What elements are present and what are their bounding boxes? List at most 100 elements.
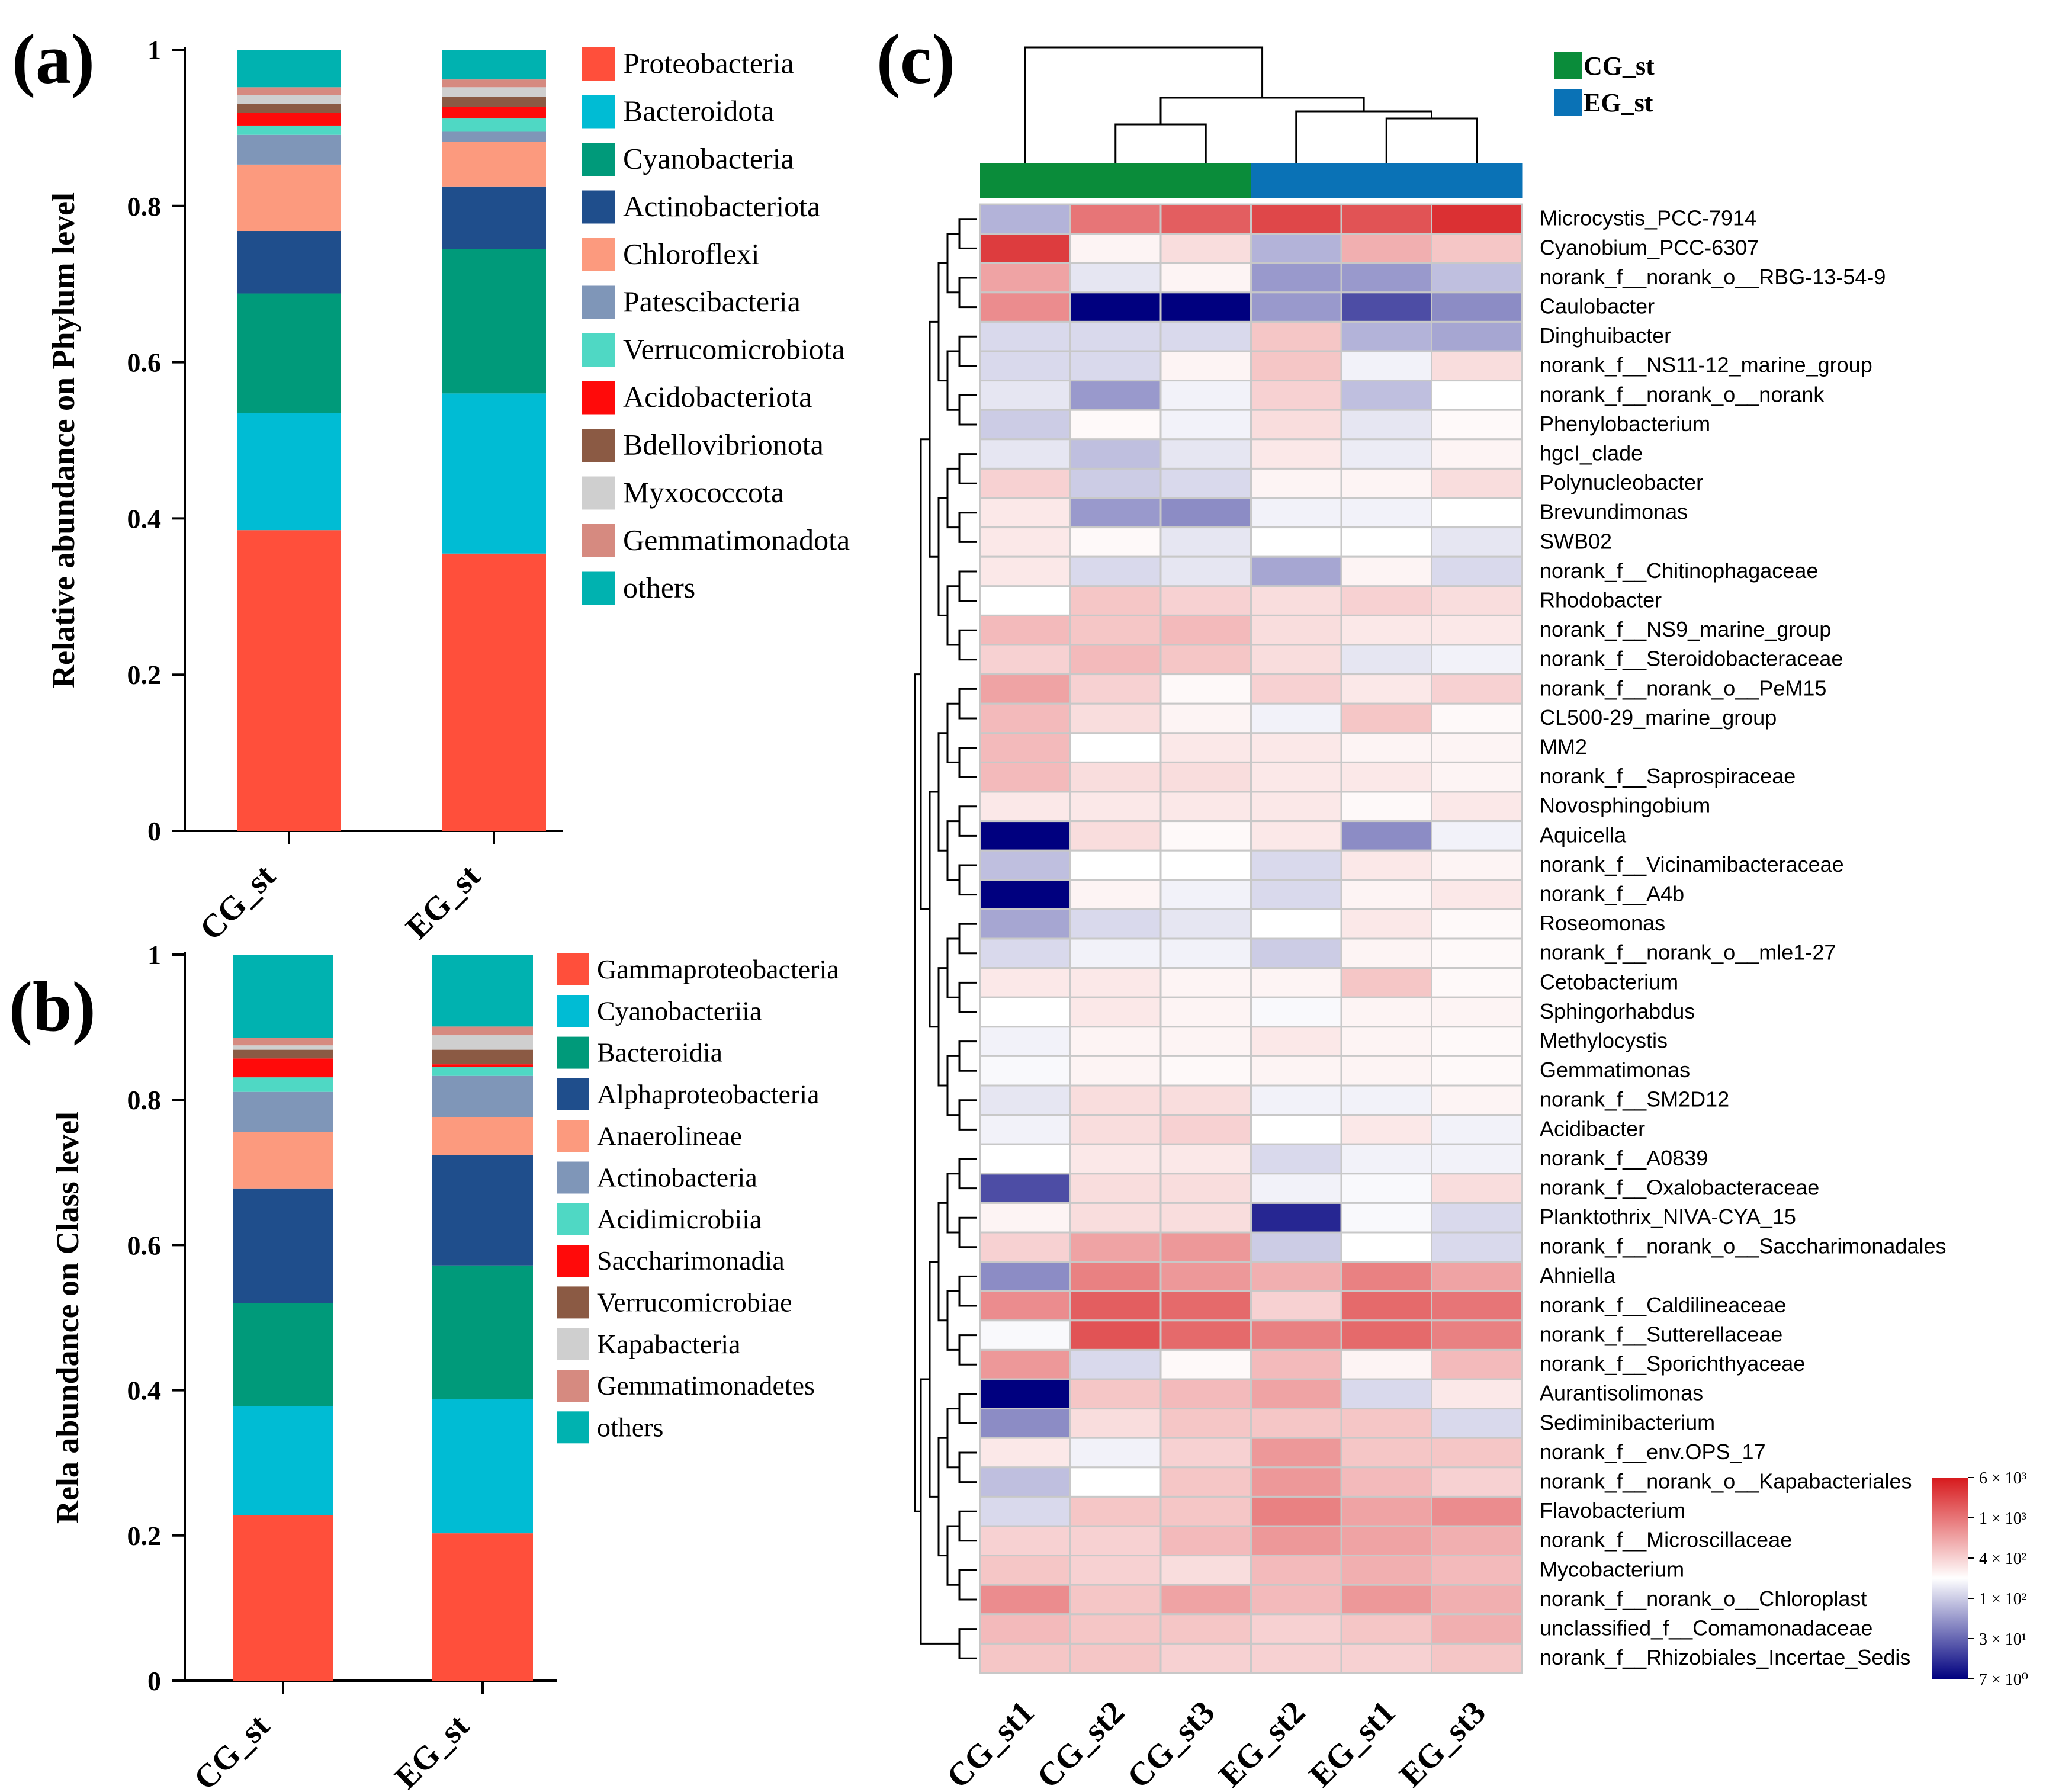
y-tick-label: 0.8 (127, 1085, 162, 1115)
heatmap-cell (1340, 849, 1432, 881)
bar-segment (237, 530, 341, 831)
heatmap-cell (1340, 996, 1432, 1028)
color-scale-tick-label: 3 × 10¹ (1979, 1630, 2026, 1649)
heatmap-cell (979, 291, 1071, 323)
row-dendrogram-branch (929, 320, 939, 558)
group-color-bar-segment (1341, 163, 1432, 198)
heatmap-row-label: norank_f__Caldilineaceae (1540, 1293, 1786, 1317)
legend-swatch (557, 1328, 589, 1360)
heatmap-row-label: norank_f__Vicinamibacteraceae (1540, 852, 1844, 876)
bar-segment (233, 1045, 333, 1050)
heatmap-cell (979, 555, 1071, 587)
group-legend-label: EG_st (1584, 88, 1653, 117)
heatmap-cell (1340, 644, 1432, 676)
heatmap-cell (1431, 1055, 1523, 1087)
heatmap-cell (1250, 409, 1342, 441)
heatmap-row-label: CL500-29_marine_group (1540, 705, 1777, 730)
heatmap-cell (1431, 1525, 1523, 1557)
heatmap-cell (1069, 1613, 1162, 1645)
heatmap-cell (1340, 614, 1432, 646)
heatmap-cell (1159, 1202, 1252, 1234)
heatmap-cell (1340, 1319, 1432, 1351)
heatmap-cell (1069, 291, 1162, 323)
heatmap-cell (1250, 908, 1342, 940)
legend-swatch (582, 238, 615, 271)
row-dendrogram-branch (929, 1261, 939, 1498)
heatmap-cell (979, 497, 1071, 529)
heatmap-cell (1069, 1555, 1162, 1586)
row-dendrogram-branch (937, 967, 947, 1087)
heatmap-cell (979, 409, 1071, 441)
heatmap-cell (1431, 1555, 1523, 1586)
heatmap-cell (1340, 291, 1432, 323)
legend-swatch (557, 1370, 589, 1402)
heatmap-cell (1159, 967, 1252, 998)
heatmap-cell (1069, 1495, 1162, 1527)
bar-segment (432, 1265, 533, 1399)
heatmap-cell (1340, 1642, 1432, 1674)
heatmap-row-label: Dinghuibacter (1540, 323, 1671, 348)
panel-c-label: (c) (876, 20, 955, 98)
row-dendrogram-branch (937, 732, 947, 852)
legend-swatch (557, 953, 589, 985)
heatmap-cell (1250, 1084, 1342, 1116)
heatmap-cell (1340, 1261, 1432, 1292)
legend-swatch (582, 95, 615, 129)
heatmap-cell (1069, 262, 1162, 294)
heatmap-cell (1250, 555, 1342, 587)
heatmap-row-label: Ahniella (1540, 1263, 1616, 1287)
heatmap-cell (979, 1231, 1071, 1263)
heatmap-cell (1159, 1525, 1252, 1557)
heatmap-cell (1340, 967, 1432, 998)
heatmap-cell (1250, 761, 1342, 793)
bar-segment (233, 1049, 333, 1059)
bar-segment (233, 1077, 333, 1092)
heatmap-cell (1250, 1584, 1342, 1616)
heatmap-cell (1431, 1143, 1523, 1175)
panel-a-phylum-chart: 0 0.2 0.4 0.6 0.8 1 Relative abundance on Phyl… (46, 35, 850, 948)
legend-swatch (582, 571, 615, 605)
heatmap-cell (1159, 820, 1252, 852)
heatmap-cell (1431, 849, 1523, 881)
bar-segment (432, 1049, 533, 1065)
heatmap-cell (1159, 1642, 1252, 1674)
group-legend-label: CG_st (1584, 52, 1655, 81)
group-color-bar-segment (1161, 163, 1251, 198)
heatmap-cell (1159, 526, 1252, 558)
heatmap-row-label: norank_f__NS9_marine_group (1540, 617, 1831, 641)
legend-label: Acidimicrobiia (597, 1204, 762, 1234)
heatmap-cell (979, 1408, 1071, 1439)
heatmap-cell (1340, 908, 1432, 940)
legend-swatch (557, 1286, 589, 1319)
heatmap-cell (1159, 203, 1252, 235)
legend-label: Verrucomicrobiae (597, 1287, 792, 1318)
bar-segment (233, 1188, 333, 1303)
heatmap-cell (1431, 1202, 1523, 1234)
heatmap-cell (1340, 1584, 1432, 1616)
y-axis-label: Relative abundance on Phylum level (46, 192, 81, 688)
bar-segment (442, 50, 546, 80)
heatmap-cell (979, 1378, 1071, 1410)
heatmap-row-label: unclassified_f__Comamonadaceae (1540, 1616, 1872, 1640)
row-dendrogram-branch (958, 688, 977, 720)
heatmap-row-label: norank_f__Saprospiraceae (1540, 764, 1796, 788)
heatmap-row-label: norank_f__Rhizobiales_Incertae_Sedis (1540, 1645, 1910, 1669)
heatmap-cell (1159, 996, 1252, 1028)
heatmap-cell (1069, 409, 1162, 441)
heatmap-cell (1431, 203, 1523, 235)
heatmap-cell (1250, 467, 1342, 499)
legend-swatch (557, 1161, 589, 1194)
bar-segment (233, 1515, 333, 1681)
heatmap-cell (979, 614, 1071, 646)
color-scale-bar (1932, 1478, 1968, 1679)
legend-swatch (557, 1203, 589, 1235)
heatmap-row-label: Phenylobacterium (1540, 412, 1710, 436)
legend-label: Cyanobacteria (623, 142, 794, 175)
legend-swatch (582, 429, 615, 462)
y-tick-label: 0.6 (127, 348, 162, 378)
bar-segment (233, 1303, 333, 1406)
heatmap-cell (1340, 1466, 1432, 1498)
heatmap-cell (1340, 380, 1432, 411)
heatmap-cell (1069, 1173, 1162, 1204)
y-tick-label: 0.4 (127, 1376, 162, 1406)
